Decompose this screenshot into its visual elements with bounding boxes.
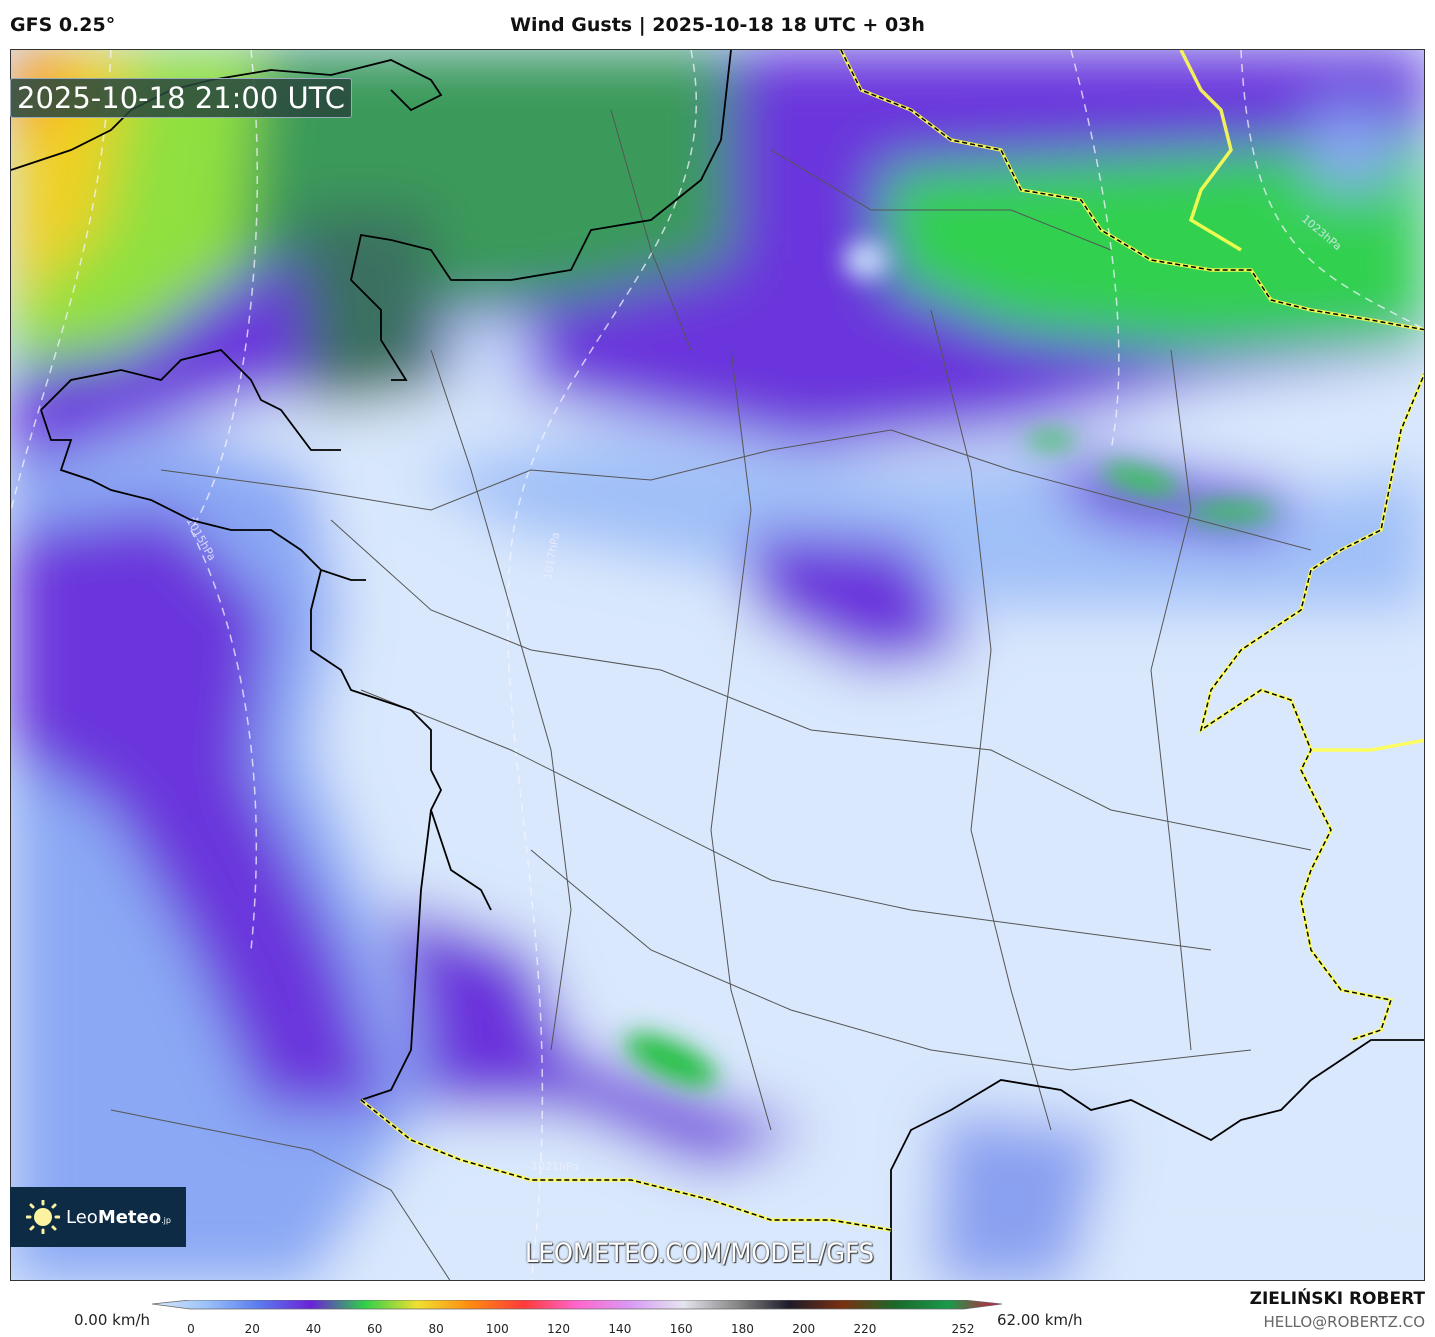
colorbar-tick: 0	[187, 1322, 195, 1336]
colorbar-max-label: 62.00 km/h	[997, 1311, 1083, 1329]
colorbar-tick: 140	[608, 1322, 632, 1336]
colorbar-tick: 180	[730, 1322, 754, 1336]
colorbar-tick: 200	[792, 1322, 816, 1336]
author-name: ZIELIŃSKI ROBERT	[1249, 1289, 1425, 1309]
colorbar-tick: 220	[853, 1322, 877, 1336]
colorbar-tick: 120	[547, 1322, 571, 1336]
colorbar-min-label: 0.00 km/h	[74, 1311, 151, 1329]
colorbar-tick: 252	[951, 1322, 975, 1336]
colorbar-tick: 100	[485, 1322, 509, 1336]
isobars	[11, 50, 1424, 1280]
isobar-label: 1021hPa	[531, 1160, 579, 1173]
model-name: GFS 0.25°	[10, 14, 116, 36]
valid-time-label: 2025-10-18 21:00 UTC	[10, 78, 353, 118]
logo-text: LeoMeteo.jp	[66, 1206, 171, 1228]
coastline	[11, 50, 1424, 1280]
colorbar-tick: 80	[428, 1322, 444, 1336]
leometeo-logo[interactable]: LeoMeteo.jp	[10, 1187, 186, 1247]
colorbar-tick: 40	[305, 1322, 322, 1336]
sun-icon	[26, 1200, 60, 1234]
colorbar	[152, 1300, 1002, 1310]
colorbar-tick: 60	[367, 1322, 383, 1336]
page-title: Wind Gusts | 2025-10-18 18 UTC + 03h	[510, 14, 925, 36]
author-email[interactable]: HELLO@ROBERTZ.CO	[1263, 1313, 1425, 1331]
watermark-url: LEOMETEO.COM/MODEL/GFS	[525, 1238, 875, 1269]
wind-gust-map[interactable]: 1015hPa 1017hPa 1021hPa 1023hPa	[10, 49, 1425, 1281]
region-borders	[110, 109, 1312, 1280]
colorbar-tick: 160	[669, 1322, 693, 1336]
gust-field: 1015hPa 1017hPa 1021hPa 1023hPa	[11, 50, 1424, 1280]
colorbar-tick: 20	[244, 1322, 260, 1336]
